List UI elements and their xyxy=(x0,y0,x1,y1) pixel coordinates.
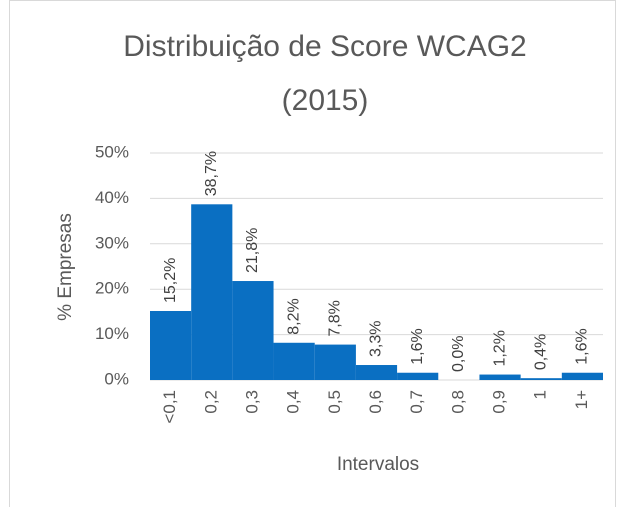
value-label: 7,8% xyxy=(327,300,344,336)
x-tick-label: 0,2 xyxy=(201,390,220,414)
x-tick-label: 0,4 xyxy=(284,390,303,414)
bar xyxy=(355,365,398,380)
bar xyxy=(150,310,192,380)
y-tick-label: 50% xyxy=(95,142,129,161)
value-label: 8,2% xyxy=(285,298,302,334)
y-tick-label: 20% xyxy=(95,279,129,298)
x-tick-label: 0,6 xyxy=(366,390,385,414)
value-label: 21,8% xyxy=(244,228,261,273)
value-label: 38,7% xyxy=(203,151,220,196)
chart-border xyxy=(9,0,616,507)
y-tick-label: 0% xyxy=(104,369,129,388)
x-tick-label: 1 xyxy=(531,390,550,399)
value-label: 1,6% xyxy=(574,328,591,364)
bar xyxy=(561,372,603,380)
value-label: 1,2% xyxy=(491,330,508,366)
bar xyxy=(520,378,562,380)
x-tick-label: <0,1 xyxy=(160,390,179,424)
value-label: 3,3% xyxy=(368,321,385,357)
bar xyxy=(232,281,274,380)
chart-title: (2015) xyxy=(282,84,369,117)
x-axis-label: Intervalos xyxy=(337,454,419,475)
y-tick-label: 40% xyxy=(95,188,129,207)
y-tick-label: 30% xyxy=(95,233,129,252)
value-label: 0,4% xyxy=(532,334,549,370)
x-tick-label: 0,5 xyxy=(325,390,344,414)
x-tick-label: 0,9 xyxy=(490,390,509,414)
y-tick-label: 10% xyxy=(95,324,129,343)
bar xyxy=(191,204,233,380)
value-label: 15,2% xyxy=(162,258,179,303)
value-label: 1,6% xyxy=(409,328,426,364)
value-label: 0,0% xyxy=(450,336,467,372)
x-tick-label: 1+ xyxy=(572,390,591,409)
bar xyxy=(273,342,315,380)
x-tick-label: 0,7 xyxy=(407,390,426,414)
bar xyxy=(397,372,439,380)
y-axis-label: % Empresas xyxy=(55,213,76,321)
x-tick-label: 0,8 xyxy=(448,390,467,414)
bar xyxy=(479,374,521,380)
chart-title: Distribuição de Score WCAG2 xyxy=(123,30,526,63)
x-tick-label: 0,3 xyxy=(242,390,261,414)
bar xyxy=(314,344,356,380)
